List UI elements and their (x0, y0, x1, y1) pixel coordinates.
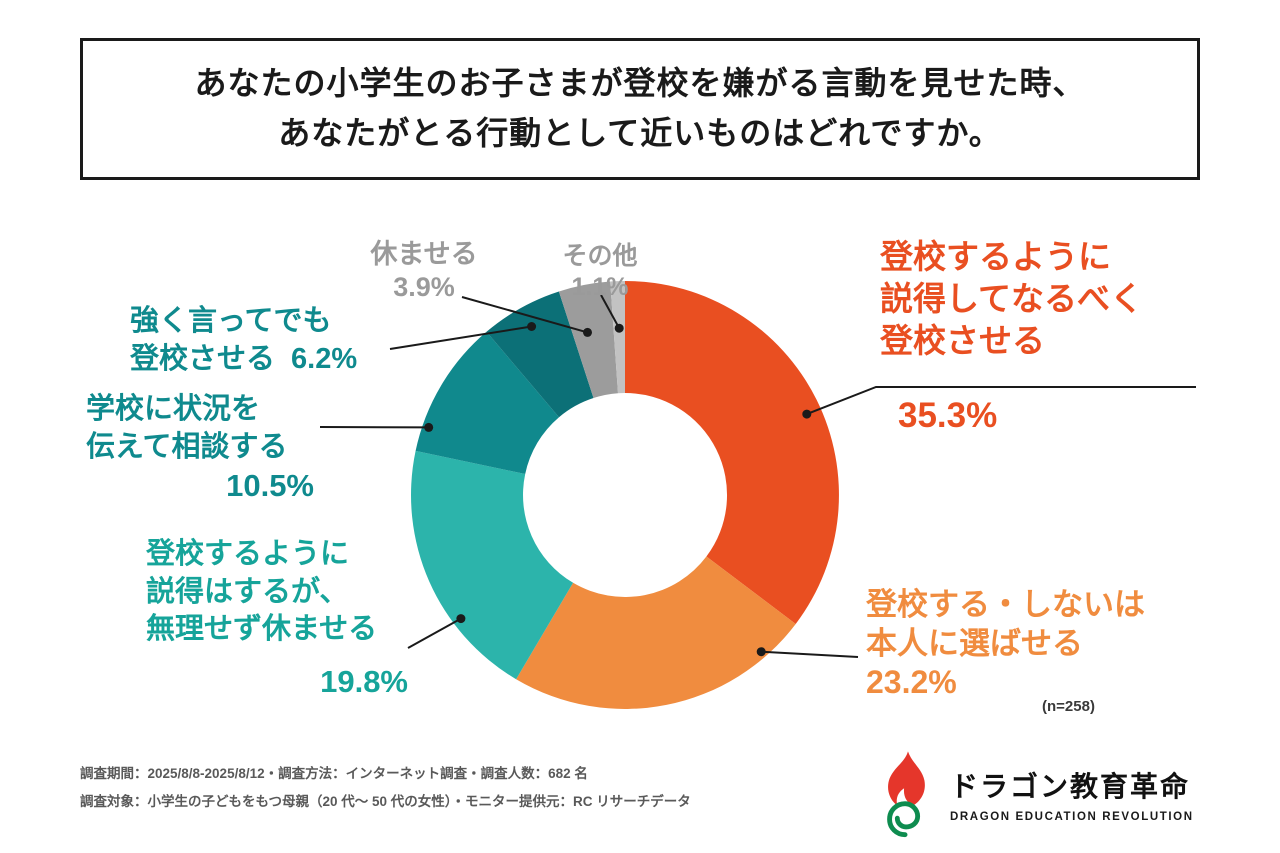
leader-line-2 (407, 617, 462, 649)
leader-dot-5 (583, 327, 592, 337)
leader-dot-1 (756, 647, 766, 657)
logo-text-block: ドラゴン教育革命 DRAGON EDUCATION REVOLUTION (950, 765, 1194, 823)
segment-label-child-chooses: 登校する・しないは 本人に選ばせる (866, 585, 1145, 663)
segment-pct-consult-school: 10.5% (226, 468, 314, 503)
label-line: 説得してなるべく (880, 280, 1144, 318)
segment-pct-persuade-attend: 35.3% (898, 396, 998, 435)
segment-label-other: その他 1.1% (553, 241, 647, 303)
title-line-1: あなたの小学生のお子さまが登校を嫌がる言動を見せた時、 (194, 65, 1086, 102)
label-line: 学校に状況を (86, 393, 261, 425)
segment-label-persuade-but-rest: 登校するように 説得はするが、 無理せず休ませる (146, 536, 377, 649)
label-line: 強く言ってでも (130, 305, 332, 337)
segment-pct-force-attend: 6.2% (291, 342, 358, 375)
segment-label-persuade-attend: 登校するように 説得してなるべく 登校させる (880, 236, 1143, 363)
label-line: 登校する・しないは (866, 587, 1145, 622)
donut-segment-0 (625, 281, 839, 624)
leader-line-4 (389, 325, 532, 350)
logo-name-japanese: ドラゴン教育革命 (950, 771, 1191, 802)
label-line-text: 登校させる (130, 342, 276, 375)
label-line: 本人に選ばせる (866, 626, 1083, 662)
label-line: 登校するように (880, 238, 1111, 275)
segment-pct-let-rest: 3.9% (393, 271, 455, 302)
segment-label-force-attend: 強く言ってでも 登校させる 6.2% (130, 303, 357, 378)
survey-question-title: あなたの小学生のお子さまが登校を嫌がる言動を見せた時、 あなたがとる行動として近… (80, 38, 1200, 180)
donut-segment-4 (486, 291, 594, 418)
label-line: 休ませる (370, 239, 478, 269)
donut-segment-1 (516, 556, 796, 709)
leader-dot-3 (424, 422, 434, 432)
donut-segment-5 (558, 281, 618, 398)
leader-line-6 (600, 294, 621, 329)
leader-dot-2 (456, 614, 466, 624)
segment-pct-child-chooses: 23.2% (866, 664, 957, 700)
label-line: 登校させる (880, 322, 1045, 360)
footer-line-1: 調査期間：2025/8/8-2025/8/12・調査方法：インターネット調査・調… (80, 766, 588, 781)
label-line: 登校するように (146, 538, 350, 570)
label-line: 無理せず休ませる (146, 613, 378, 646)
segment-pct-persuade-but-rest: 19.8% (320, 664, 408, 699)
title-line-2: あなたがとる行動として近いものはどれですか。 (278, 115, 1002, 151)
label-line: その他 (562, 242, 638, 270)
leader-dot-0 (802, 409, 812, 419)
label-line: 伝えて相談する (86, 430, 288, 463)
segment-pct-other: 1.1% (571, 273, 629, 301)
dragon-education-logo: ドラゴン教育革命 DRAGON EDUCATION REVOLUTION (876, 748, 1194, 840)
logo-name-english: DRAGON EDUCATION REVOLUTION (950, 811, 1194, 823)
donut-segment-2 (411, 450, 574, 680)
segment-label-consult-school: 学校に状況を 伝えて相談する (86, 391, 288, 466)
dragon-flame-icon (887, 751, 925, 838)
label-line: 説得はするが、 (146, 575, 349, 608)
donut-segment-6 (610, 280, 625, 394)
survey-methodology-footer: 調査期間：2025/8/8-2025/8/12・調査方法：インターネット調査・調… (80, 760, 691, 817)
leader-line-5 (461, 296, 588, 334)
segment-label-let-rest: 休ませる 3.9% (356, 238, 492, 304)
leader-line-0 (806, 386, 1196, 416)
label-line: 登校させる 6.2% (130, 341, 357, 379)
leader-dot-4 (527, 322, 537, 331)
leader-dot-6 (614, 323, 624, 333)
leader-line-1 (761, 650, 859, 658)
footer-line-2: 調査対象：小学生の子どもをもつ母親（20 代〜 50 代の女性）・モニター提供元… (80, 794, 691, 810)
sample-size-note: (n=258) (1042, 698, 1095, 715)
donut-segment-3 (415, 331, 559, 474)
